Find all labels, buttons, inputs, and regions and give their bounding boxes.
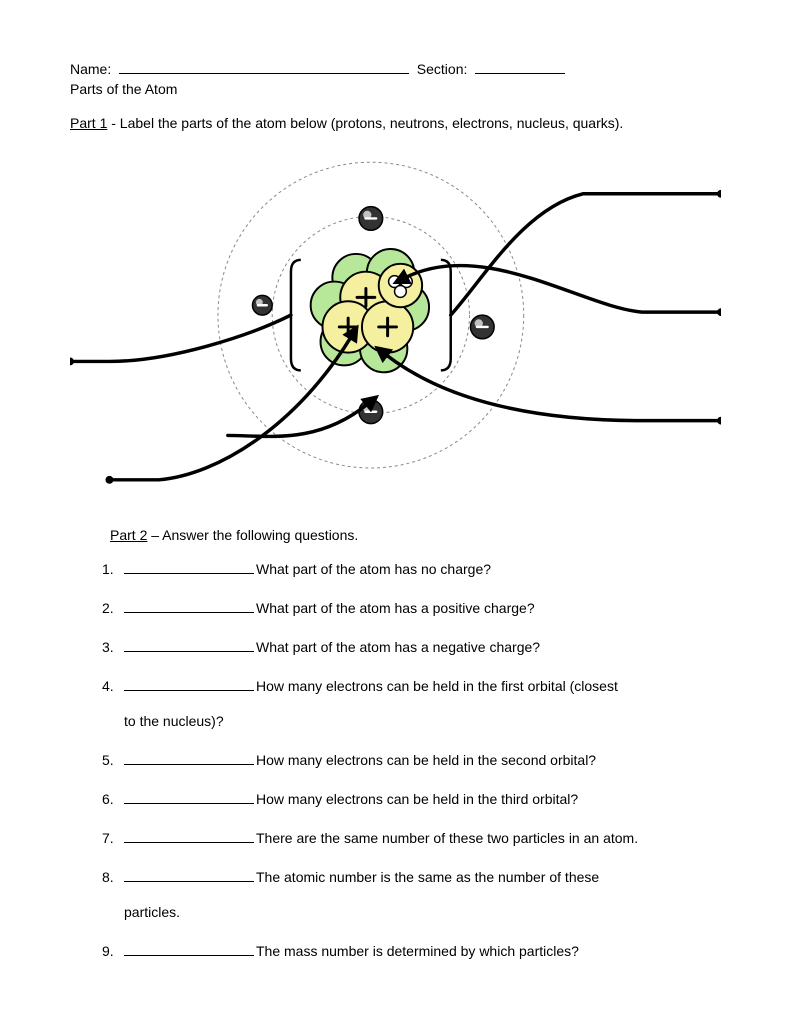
label-endpoint[interactable] xyxy=(70,358,74,366)
name-section-line: Name: Section: xyxy=(70,60,721,77)
answer-blank[interactable] xyxy=(124,942,254,956)
question-number: 2. xyxy=(102,598,124,619)
answer-blank[interactable] xyxy=(124,751,254,765)
question-continuation: particles. xyxy=(124,902,721,923)
question-item: 7. There are the same number of these two… xyxy=(102,828,721,849)
question-number: 1. xyxy=(102,559,124,580)
label-line-nucleus-left xyxy=(70,315,291,361)
label-endpoint[interactable] xyxy=(717,190,721,198)
part2-label: Part 2 xyxy=(110,527,147,543)
question-item: 6. How many electrons can be held in the … xyxy=(102,789,721,810)
answer-blank[interactable] xyxy=(124,829,254,843)
question-number: 8. xyxy=(102,867,124,888)
electron xyxy=(252,295,272,315)
question-continuation: to the nucleus)? xyxy=(124,711,721,732)
answer-blank[interactable] xyxy=(124,560,254,574)
answer-blank[interactable] xyxy=(124,599,254,613)
label-endpoint[interactable] xyxy=(717,308,721,316)
question-text: What part of the atom has a negative cha… xyxy=(256,637,540,658)
proton_quarks xyxy=(379,264,422,307)
section-blank[interactable] xyxy=(475,60,565,74)
question-text: What part of the atom has a positive cha… xyxy=(256,598,535,619)
question-text: The mass number is determined by which p… xyxy=(256,941,579,962)
question-item: 2. What part of the atom has a positive c… xyxy=(102,598,721,619)
worksheet-title: Parts of the Atom xyxy=(70,81,721,97)
name-blank[interactable] xyxy=(119,60,409,74)
atom-diagram-container xyxy=(70,137,721,507)
question-item: 4. How many electrons can be held in the … xyxy=(102,676,721,732)
question-text: How many electrons can be held in the fi… xyxy=(256,676,618,697)
part2-header: Part 2 – Answer the following questions. xyxy=(110,527,721,543)
label-line-electron xyxy=(228,404,368,437)
question-item: 1. What part of the atom has no charge? xyxy=(102,559,721,580)
question-text: There are the same number of these two p… xyxy=(256,828,638,849)
question-number: 5. xyxy=(102,750,124,771)
question-list: 1. What part of the atom has no charge? 2.… xyxy=(102,559,721,962)
electron xyxy=(470,315,494,339)
answer-blank[interactable] xyxy=(124,868,254,882)
label-endpoint[interactable] xyxy=(717,417,721,425)
label-line-neutron xyxy=(386,355,721,421)
question-item: 5. How many electrons can be held in the … xyxy=(102,750,721,771)
electron xyxy=(359,207,383,231)
question-text: What part of the atom has no charge? xyxy=(256,559,491,580)
question-number: 7. xyxy=(102,828,124,849)
question-item: 8. The atomic number is the same as the n… xyxy=(102,867,721,923)
question-text: How many electrons can be held in the th… xyxy=(256,789,578,810)
part1-text: - Label the parts of the atom below (pro… xyxy=(107,115,623,131)
electron xyxy=(359,400,383,424)
answer-blank[interactable] xyxy=(124,638,254,652)
question-item: 9. The mass number is determined by which… xyxy=(102,941,721,962)
worksheet-page: Name: Section: Parts of the Atom Part 1 … xyxy=(0,0,791,1024)
question-text: How many electrons can be held in the se… xyxy=(256,750,596,771)
name-label: Name: xyxy=(70,61,119,77)
question-number: 3. xyxy=(102,637,124,658)
question-text: The atomic number is the same as the num… xyxy=(256,867,599,888)
part2-text: – Answer the following questions. xyxy=(147,527,358,543)
label-line-quarks xyxy=(405,265,721,312)
answer-blank[interactable] xyxy=(124,790,254,804)
question-number: 6. xyxy=(102,789,124,810)
part1-label: Part 1 xyxy=(70,115,107,131)
part1-header: Part 1 - Label the parts of the atom bel… xyxy=(70,115,721,131)
question-number: 9. xyxy=(102,941,124,962)
question-item: 3. What part of the atom has a negative c… xyxy=(102,637,721,658)
section-label: Section: xyxy=(409,61,475,77)
atom-diagram xyxy=(70,137,721,507)
proton xyxy=(362,301,413,352)
answer-blank[interactable] xyxy=(124,677,254,691)
question-number: 4. xyxy=(102,676,124,697)
quark xyxy=(395,286,407,298)
label-endpoint[interactable] xyxy=(106,476,114,484)
